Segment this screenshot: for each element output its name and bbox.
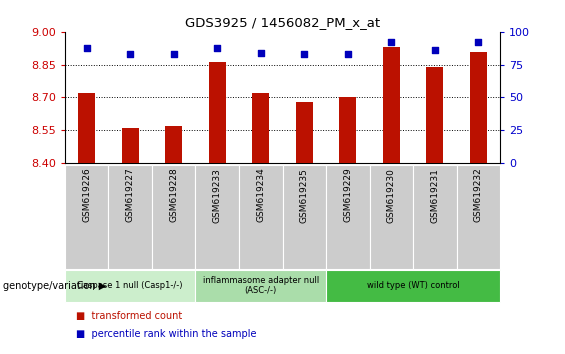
- Text: GSM619226: GSM619226: [82, 168, 91, 223]
- Text: ■  percentile rank within the sample: ■ percentile rank within the sample: [76, 329, 257, 339]
- Text: GSM619227: GSM619227: [126, 168, 134, 223]
- Bar: [195, 165, 239, 269]
- Point: [431, 47, 440, 53]
- Text: ■  transformed count: ■ transformed count: [76, 311, 182, 321]
- Bar: [326, 165, 370, 269]
- Bar: [195, 270, 326, 302]
- Bar: [239, 165, 282, 269]
- Bar: [108, 165, 152, 269]
- Bar: [295, 102, 313, 163]
- Text: GSM619234: GSM619234: [257, 168, 265, 223]
- Bar: [383, 47, 400, 163]
- Bar: [152, 165, 195, 269]
- Text: GSM619233: GSM619233: [213, 168, 221, 223]
- Bar: [282, 165, 326, 269]
- Text: inflammasome adapter null
(ASC-/-): inflammasome adapter null (ASC-/-): [203, 276, 319, 295]
- Bar: [339, 97, 357, 163]
- Point: [343, 51, 353, 57]
- Text: wild type (WT) control: wild type (WT) control: [367, 281, 459, 290]
- Bar: [457, 165, 500, 269]
- Bar: [326, 270, 500, 302]
- Bar: [413, 165, 457, 269]
- Bar: [65, 165, 108, 269]
- Point: [82, 45, 92, 50]
- Bar: [65, 270, 195, 302]
- Text: genotype/variation ▶: genotype/variation ▶: [3, 281, 106, 291]
- Point: [170, 51, 179, 57]
- Text: GSM619232: GSM619232: [474, 168, 483, 223]
- Bar: [470, 51, 487, 163]
- Bar: [370, 165, 413, 269]
- Point: [299, 51, 308, 57]
- Bar: [252, 93, 270, 163]
- Text: GSM619235: GSM619235: [300, 168, 308, 223]
- Bar: [78, 93, 95, 163]
- Point: [212, 45, 221, 50]
- Bar: [208, 62, 226, 163]
- Text: GSM619229: GSM619229: [344, 168, 352, 223]
- Text: GSM619231: GSM619231: [431, 168, 439, 223]
- Bar: [121, 128, 139, 163]
- Point: [473, 40, 483, 45]
- Bar: [426, 67, 444, 163]
- Point: [126, 51, 135, 57]
- Title: GDS3925 / 1456082_PM_x_at: GDS3925 / 1456082_PM_x_at: [185, 16, 380, 29]
- Point: [257, 50, 266, 56]
- Text: GSM619228: GSM619228: [170, 168, 178, 223]
- Bar: [165, 126, 182, 163]
- Text: GSM619230: GSM619230: [387, 168, 396, 223]
- Point: [386, 40, 396, 45]
- Text: Caspase 1 null (Casp1-/-): Caspase 1 null (Casp1-/-): [77, 281, 183, 290]
